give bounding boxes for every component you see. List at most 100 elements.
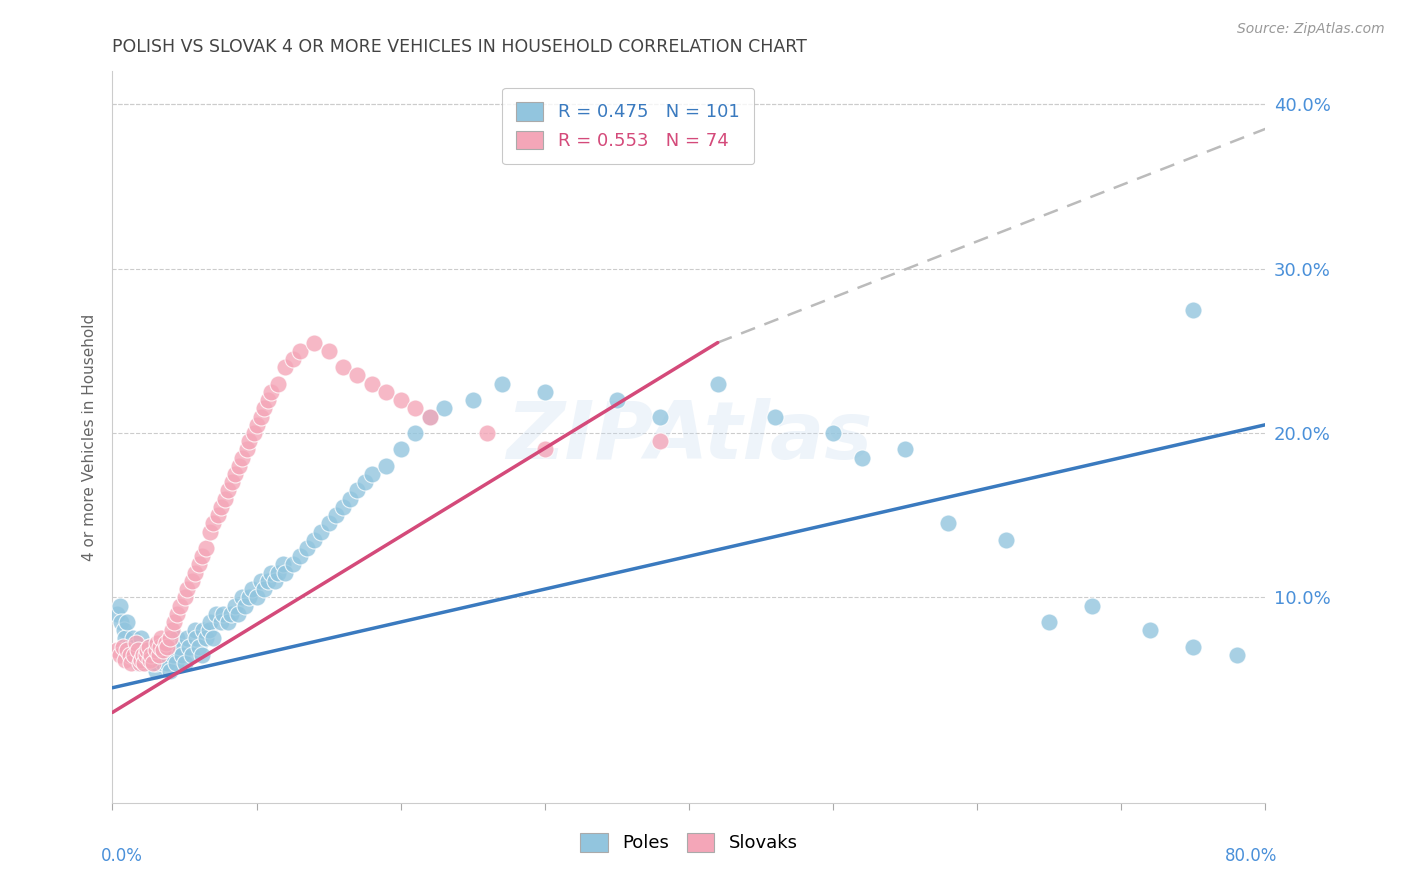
- Point: [180, 574, 202, 588]
- Point: [134, 656, 156, 670]
- Point: [120, 656, 142, 670]
- Point: [246, 591, 269, 605]
- Point: [142, 648, 165, 662]
- Point: [139, 656, 162, 670]
- Point: [114, 653, 136, 667]
- Point: [200, 615, 222, 629]
- Point: [183, 624, 205, 638]
- Point: [260, 384, 283, 399]
- Text: ZIPAtlas: ZIPAtlas: [506, 398, 872, 476]
- Point: [105, 607, 128, 621]
- Point: [139, 653, 162, 667]
- Point: [136, 643, 159, 657]
- Point: [238, 591, 260, 605]
- Point: [112, 624, 135, 638]
- Point: [461, 393, 484, 408]
- Point: [433, 401, 456, 416]
- Point: [122, 640, 145, 654]
- Point: [149, 640, 172, 654]
- Point: [173, 591, 195, 605]
- Point: [295, 541, 318, 555]
- Point: [318, 516, 340, 531]
- Point: [238, 434, 260, 449]
- Point: [1182, 302, 1205, 317]
- Point: [274, 566, 297, 580]
- Point: [318, 343, 340, 358]
- Point: [288, 549, 311, 564]
- Point: [105, 643, 128, 657]
- Point: [115, 615, 138, 629]
- Point: [184, 632, 207, 646]
- Point: [115, 643, 138, 657]
- Point: [153, 648, 176, 662]
- Point: [180, 648, 202, 662]
- Point: [214, 491, 236, 506]
- Point: [111, 640, 134, 654]
- Point: [198, 624, 221, 638]
- Point: [534, 384, 557, 399]
- Point: [159, 640, 181, 654]
- Point: [188, 558, 211, 572]
- Point: [124, 636, 146, 650]
- Point: [650, 434, 672, 449]
- Point: [224, 467, 246, 481]
- Point: [995, 533, 1018, 547]
- Point: [311, 524, 333, 539]
- Point: [127, 656, 149, 670]
- Point: [339, 491, 361, 506]
- Point: [176, 582, 198, 596]
- Point: [271, 558, 294, 572]
- Point: [346, 483, 368, 498]
- Point: [195, 541, 218, 555]
- Point: [177, 640, 200, 654]
- Point: [162, 648, 184, 662]
- Point: [145, 665, 167, 679]
- Point: [353, 475, 375, 490]
- Point: [173, 656, 195, 670]
- Point: [894, 442, 917, 457]
- Point: [404, 401, 426, 416]
- Point: [250, 409, 273, 424]
- Point: [304, 335, 326, 350]
- Point: [346, 368, 368, 383]
- Point: [141, 648, 163, 662]
- Point: [253, 401, 276, 416]
- Point: [475, 425, 499, 440]
- Point: [149, 640, 172, 654]
- Point: [212, 607, 235, 621]
- Point: [209, 500, 232, 514]
- Point: [491, 376, 513, 391]
- Point: [257, 393, 280, 408]
- Point: [419, 409, 441, 424]
- Point: [851, 450, 873, 465]
- Point: [360, 376, 382, 391]
- Point: [148, 648, 170, 662]
- Point: [160, 624, 183, 638]
- Point: [146, 636, 169, 650]
- Point: [163, 615, 186, 629]
- Point: [152, 643, 174, 657]
- Point: [281, 558, 304, 572]
- Point: [120, 648, 142, 662]
- Point: [650, 409, 672, 424]
- Text: POLISH VS SLOVAK 4 OR MORE VEHICLES IN HOUSEHOLD CORRELATION CHART: POLISH VS SLOVAK 4 OR MORE VEHICLES IN H…: [112, 38, 807, 56]
- Point: [176, 632, 198, 646]
- Point: [145, 643, 167, 657]
- Point: [253, 582, 276, 596]
- Point: [118, 648, 141, 662]
- Point: [404, 425, 426, 440]
- Point: [274, 360, 297, 375]
- Point: [264, 574, 287, 588]
- Point: [156, 656, 179, 670]
- Point: [169, 640, 191, 654]
- Point: [156, 640, 179, 654]
- Point: [148, 648, 170, 662]
- Point: [169, 599, 191, 613]
- Point: [250, 574, 273, 588]
- Point: [152, 656, 174, 670]
- Point: [124, 648, 146, 662]
- Point: [257, 574, 280, 588]
- Text: 80.0%: 80.0%: [1225, 847, 1277, 864]
- Point: [1081, 599, 1104, 613]
- Point: [1226, 648, 1249, 662]
